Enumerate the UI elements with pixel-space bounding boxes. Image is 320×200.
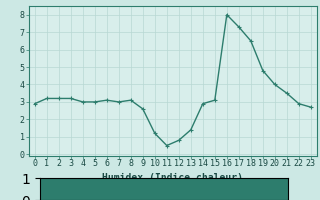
X-axis label: Humidex (Indice chaleur): Humidex (Indice chaleur) (102, 173, 243, 183)
